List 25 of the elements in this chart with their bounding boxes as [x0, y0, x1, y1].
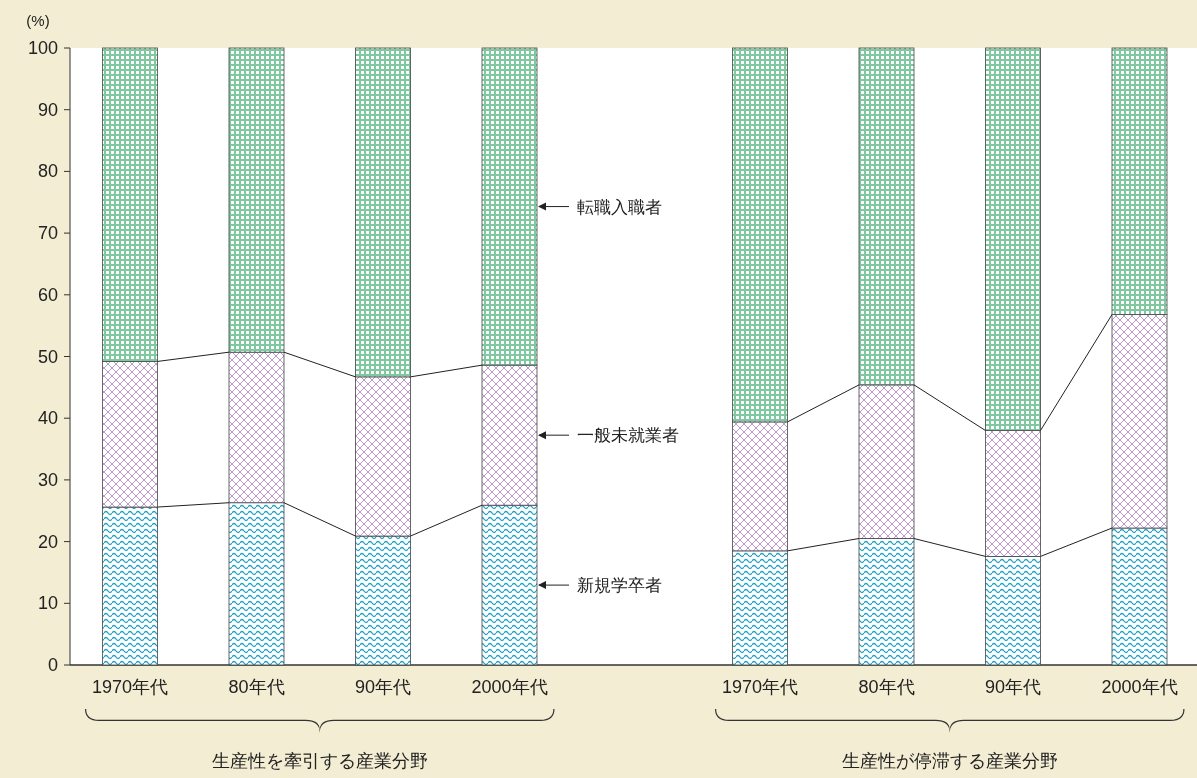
x-tick-label: 2000年代: [1101, 677, 1178, 697]
text: 転職入職者: [577, 197, 662, 217]
y-tick-label: 80: [37, 161, 58, 182]
y-tick-label: 60: [37, 284, 58, 305]
y-tick-label: 50: [37, 346, 58, 367]
x-tick-label: 90年代: [984, 677, 1042, 697]
y-tick-label: 70: [37, 223, 58, 244]
x-tick-label: 90年代: [354, 677, 412, 697]
text: 新規学卒者: [577, 576, 662, 596]
x-tick-label: 80年代: [858, 677, 915, 697]
y-tick-label: 90: [37, 99, 58, 120]
y-tick-label: 20: [37, 531, 58, 552]
y-axis-title: (%): [26, 12, 50, 29]
text: 一般未就業者: [577, 426, 679, 446]
y-tick-label: 10: [37, 593, 58, 614]
y-tick-label: 40: [37, 408, 58, 429]
x-axis-title: 生産性を牽引する産業分野: [211, 751, 428, 771]
y-tick-label: 0: [47, 655, 58, 675]
x-tick-label: 1970年代: [721, 677, 799, 697]
x-axis-title: 生産性が停滞する産業分野: [841, 751, 1058, 771]
y-tick-label: 100: [27, 38, 58, 58]
x-tick-label: 80年代: [228, 677, 285, 697]
y-tick-label: 30: [37, 469, 58, 490]
x-tick-label: 1970年代: [91, 677, 169, 697]
x-tick-label: 2000年代: [471, 677, 548, 697]
